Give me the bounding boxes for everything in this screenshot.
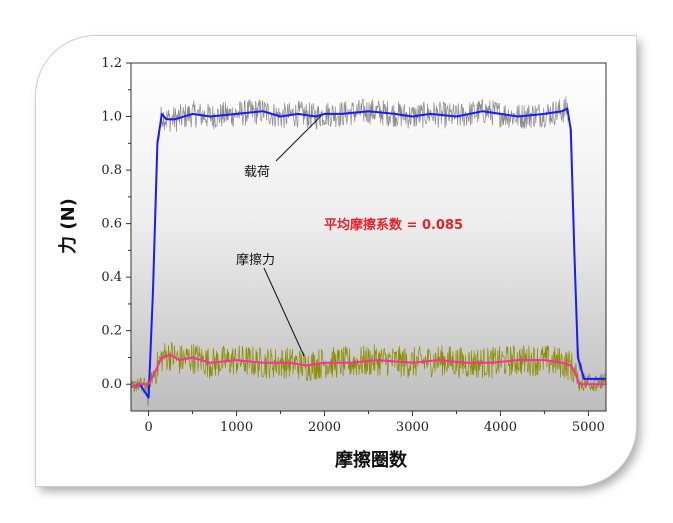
x-tick-label: 1000 <box>220 420 253 435</box>
x-axis-title: 摩擦圈数 <box>335 449 408 471</box>
friction-coefficient-label: 平均摩擦系数 = 0.085 <box>324 217 463 233</box>
y-tick-label: 0.4 <box>101 270 122 285</box>
load-raw-line <box>130 96 607 408</box>
x-tick-label: 5000 <box>572 420 605 435</box>
y-tick-label: 1.0 <box>101 110 122 125</box>
load-annotation: 载荷 <box>244 165 270 180</box>
x-tick-label: 3000 <box>396 420 429 435</box>
x-tick-label: 4000 <box>484 420 517 435</box>
y-tick-label: 0.2 <box>101 324 122 339</box>
x-tick-label: 0 <box>144 420 152 435</box>
friction-leader-line <box>263 267 305 357</box>
load-leader-line <box>275 115 322 162</box>
y-tick-label: 0.8 <box>101 163 122 178</box>
chart-card: 0 1000 2000 3000 4000 5000 0.0 0.2 0.4 0.6 0.8 1.0 1… <box>36 36 636 486</box>
y-tick-label: 0.6 <box>101 217 122 232</box>
y-tick-label: 1.2 <box>101 56 122 71</box>
friction-smoothed-line <box>130 353 606 388</box>
y-axis-title: 力 (N) <box>58 198 79 254</box>
axes: 0 1000 2000 3000 4000 5000 0.0 0.2 0.4 0.6 0.8 1.0 1… <box>101 56 607 435</box>
friction-chart: 0 1000 2000 3000 4000 5000 0.0 0.2 0.4 0.6 0.8 1.0 1… <box>58 56 607 471</box>
smoothed-lines-layer <box>130 107 606 399</box>
load-smoothed-line <box>130 107 606 399</box>
x-tick-label: 2000 <box>308 420 341 435</box>
y-tick-label: 0.0 <box>101 377 122 392</box>
friction-annotation: 摩擦力 <box>236 252 275 268</box>
